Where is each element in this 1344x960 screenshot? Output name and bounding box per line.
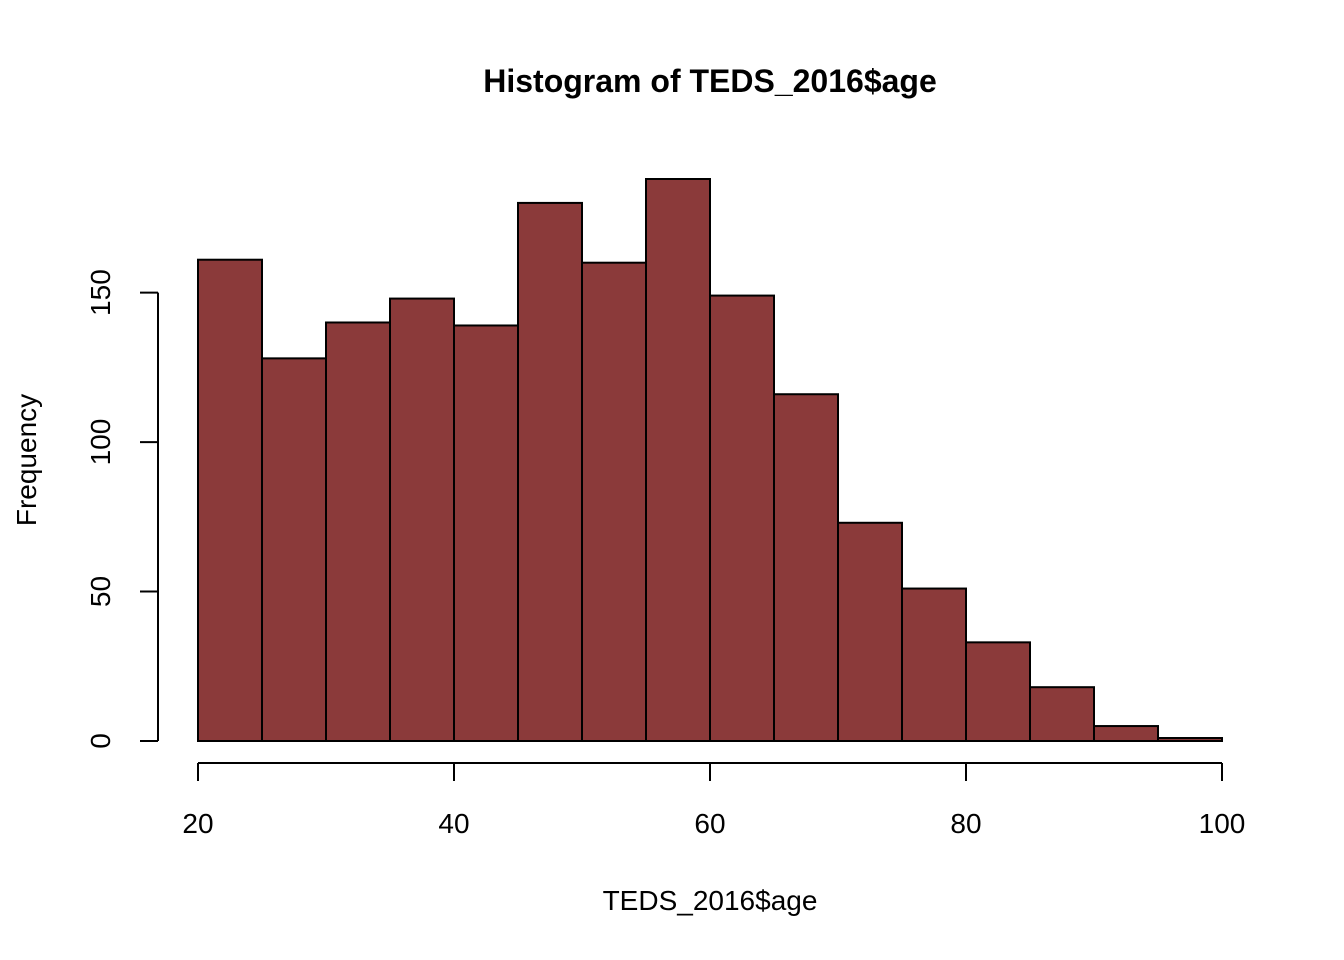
y-axis: 0 50 100 150 <box>85 269 159 749</box>
histogram-bar <box>773 393 839 742</box>
histogram-bar <box>581 261 647 742</box>
y-axis-label: Frequency <box>11 394 42 526</box>
histogram-bar <box>1093 725 1159 742</box>
y-tick-label: 50 <box>85 576 116 607</box>
histogram-bar <box>1157 737 1223 742</box>
y-tick-label: 100 <box>85 419 116 466</box>
histogram-bar <box>197 258 263 742</box>
x-axis-label: TEDS_2016$age <box>603 885 818 916</box>
histogram-bar <box>517 201 583 742</box>
histogram-bar <box>453 324 519 742</box>
x-tick-label: 20 <box>182 808 213 839</box>
bars-group <box>197 178 1223 743</box>
y-ticks: 0 50 100 150 <box>85 269 158 749</box>
x-tick-label: 60 <box>694 808 725 839</box>
x-tick-label: 100 <box>1199 808 1246 839</box>
x-axis: 20 40 60 80 100 <box>182 762 1245 839</box>
histogram-bar <box>389 297 455 742</box>
histogram-bar <box>325 321 391 742</box>
x-tick-label: 40 <box>438 808 469 839</box>
y-tick-label: 0 <box>85 733 116 749</box>
histogram-bar <box>901 587 967 742</box>
x-ticks: 20 40 60 80 100 <box>182 763 1245 839</box>
y-tick-label: 150 <box>85 269 116 316</box>
histogram-bar <box>645 178 711 742</box>
histogram-bar <box>1029 686 1095 742</box>
x-tick-label: 80 <box>950 808 981 839</box>
histogram-bar <box>261 357 327 742</box>
histogram-bar <box>709 294 775 742</box>
histogram-bar <box>965 641 1031 743</box>
chart-title: Histogram of TEDS_2016$age <box>483 63 937 99</box>
histogram-bar <box>837 521 903 743</box>
